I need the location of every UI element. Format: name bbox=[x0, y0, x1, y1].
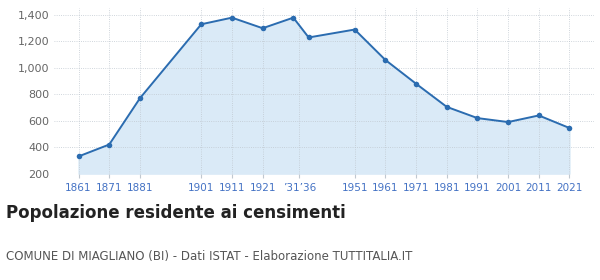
Point bbox=[380, 58, 390, 62]
Point bbox=[411, 81, 421, 86]
Point bbox=[258, 26, 268, 31]
Point bbox=[289, 15, 298, 20]
Text: Popolazione residente ai censimenti: Popolazione residente ai censimenti bbox=[6, 204, 346, 222]
Point bbox=[503, 120, 513, 124]
Point bbox=[74, 154, 83, 159]
Point bbox=[350, 27, 359, 32]
Point bbox=[442, 105, 452, 109]
Point bbox=[473, 116, 482, 120]
Point bbox=[104, 142, 114, 147]
Text: COMUNE DI MIAGLIANO (BI) - Dati ISTAT - Elaborazione TUTTITALIA.IT: COMUNE DI MIAGLIANO (BI) - Dati ISTAT - … bbox=[6, 250, 412, 263]
Point bbox=[304, 35, 313, 40]
Point bbox=[135, 96, 145, 101]
Point bbox=[196, 22, 206, 27]
Point bbox=[565, 126, 574, 130]
Point bbox=[534, 113, 544, 118]
Point bbox=[227, 15, 237, 20]
